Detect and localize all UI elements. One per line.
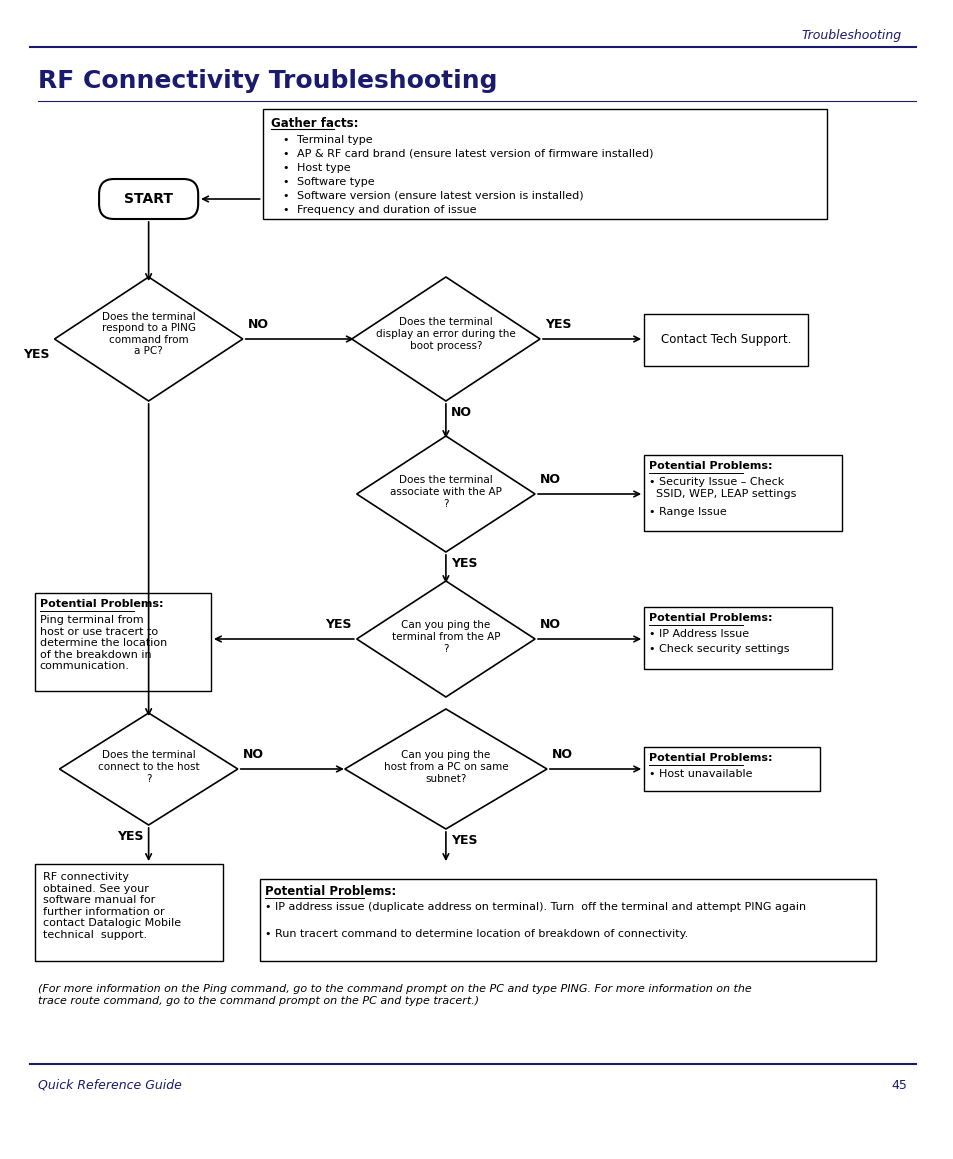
FancyBboxPatch shape — [99, 178, 198, 219]
Text: Does the terminal
connect to the host
?: Does the terminal connect to the host ? — [98, 750, 199, 783]
Text: • Run tracert command to determine location of breakdown of connectivity.: • Run tracert command to determine locat… — [264, 930, 687, 939]
Text: NO: NO — [451, 406, 472, 420]
Text: Contact Tech Support.: Contact Tech Support. — [659, 334, 790, 347]
Text: Gather facts:: Gather facts: — [271, 117, 357, 130]
Text: Quick Reference Guide: Quick Reference Guide — [37, 1079, 181, 1092]
Text: • IP Address Issue: • IP Address Issue — [648, 629, 748, 639]
Text: (For more information on the Ping command, go to the command prompt on the PC an: (For more information on the Ping comman… — [37, 984, 751, 1006]
Text: Potential Problems:: Potential Problems: — [264, 885, 395, 898]
Text: YES: YES — [117, 830, 144, 843]
FancyBboxPatch shape — [34, 863, 223, 961]
Text: Frequency and duration of issue: Frequency and duration of issue — [297, 205, 476, 216]
Polygon shape — [59, 713, 237, 825]
Text: • IP address issue (duplicate address on terminal). Turn  off the terminal and a: • IP address issue (duplicate address on… — [264, 902, 805, 912]
FancyBboxPatch shape — [643, 455, 841, 531]
Text: Can you ping the
host from a PC on same
subnet?: Can you ping the host from a PC on same … — [383, 750, 508, 783]
Text: Potential Problems:: Potential Problems: — [648, 753, 772, 763]
Text: •: • — [282, 134, 289, 145]
FancyBboxPatch shape — [643, 748, 820, 790]
Text: Potential Problems:: Potential Problems: — [648, 613, 772, 624]
Text: •: • — [282, 163, 289, 173]
Text: YES: YES — [325, 618, 352, 630]
Text: NO: NO — [552, 748, 573, 761]
Text: Does the terminal
respond to a PING
command from
a PC?: Does the terminal respond to a PING comm… — [102, 312, 195, 357]
Text: •: • — [282, 150, 289, 159]
Text: Ping terminal from
host or use tracert to
determine the location
of the breakdow: Ping terminal from host or use tracert t… — [40, 615, 167, 671]
Text: Terminal type: Terminal type — [297, 134, 373, 145]
Text: Does the terminal
display an error during the
boot process?: Does the terminal display an error durin… — [375, 318, 516, 351]
Text: START: START — [124, 192, 172, 206]
FancyBboxPatch shape — [643, 314, 807, 366]
FancyBboxPatch shape — [34, 593, 211, 691]
Text: • Host unavailable: • Host unavailable — [648, 770, 752, 779]
Text: Troubleshooting: Troubleshooting — [801, 29, 901, 42]
Polygon shape — [352, 277, 539, 401]
Text: Software version (ensure latest version is installed): Software version (ensure latest version … — [297, 191, 583, 201]
Text: AP & RF card brand (ensure latest version of firmware installed): AP & RF card brand (ensure latest versio… — [297, 150, 653, 159]
Text: YES: YES — [544, 318, 571, 331]
Text: •: • — [282, 177, 289, 187]
Text: • Range Issue: • Range Issue — [648, 506, 726, 517]
Text: •: • — [282, 205, 289, 216]
FancyBboxPatch shape — [262, 109, 826, 219]
Text: • Check security settings: • Check security settings — [648, 644, 789, 654]
Text: Potential Problems:: Potential Problems: — [40, 599, 163, 608]
Polygon shape — [344, 709, 546, 829]
Text: NO: NO — [539, 473, 560, 486]
Text: Software type: Software type — [297, 177, 375, 187]
Text: RF Connectivity Troubleshooting: RF Connectivity Troubleshooting — [37, 70, 497, 93]
Text: 45: 45 — [891, 1079, 906, 1092]
FancyBboxPatch shape — [259, 879, 875, 961]
Polygon shape — [356, 581, 535, 697]
FancyBboxPatch shape — [643, 607, 831, 669]
Text: NO: NO — [248, 318, 269, 331]
Text: NO: NO — [242, 748, 263, 761]
Polygon shape — [54, 277, 242, 401]
Text: YES: YES — [23, 348, 50, 360]
Text: NO: NO — [539, 618, 560, 630]
Text: YES: YES — [451, 557, 476, 570]
Text: Potential Problems:: Potential Problems: — [648, 461, 772, 471]
Text: Host type: Host type — [297, 163, 351, 173]
Text: YES: YES — [451, 834, 476, 847]
Text: Can you ping the
terminal from the AP
?: Can you ping the terminal from the AP ? — [392, 620, 499, 654]
Text: Does the terminal
associate with the AP
?: Does the terminal associate with the AP … — [390, 475, 501, 509]
Polygon shape — [356, 436, 535, 552]
Text: •: • — [282, 191, 289, 201]
Text: • Security Issue – Check
  SSID, WEP, LEAP settings: • Security Issue – Check SSID, WEP, LEAP… — [648, 478, 796, 498]
Text: RF connectivity
obtained. See your
software manual for
further information or
co: RF connectivity obtained. See your softw… — [43, 872, 180, 940]
